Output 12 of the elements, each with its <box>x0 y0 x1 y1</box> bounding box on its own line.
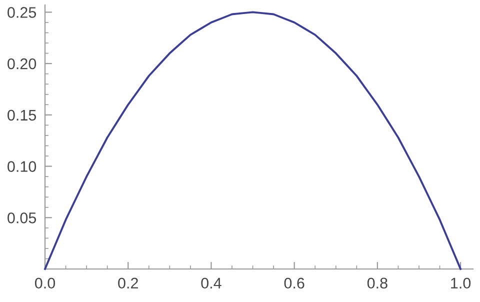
y-tick-label: 0.20 <box>8 58 36 70</box>
x-tick-label: 0.8 <box>367 278 388 289</box>
y-tick-label: 0.15 <box>8 110 36 121</box>
y-tick-label: 0.05 <box>8 212 36 224</box>
x-tick-label: 1.0 <box>451 278 471 289</box>
line-series <box>44 11 462 270</box>
x-tick-label: 0.4 <box>201 278 222 289</box>
y-tick-label: 0.10 <box>8 161 36 172</box>
x-tick-label: 0.2 <box>118 278 138 289</box>
x-tick-label: 0.6 <box>284 278 304 289</box>
y-tick-label: 0.25 <box>8 7 36 18</box>
x-tick-label: 0.0 <box>34 278 56 289</box>
